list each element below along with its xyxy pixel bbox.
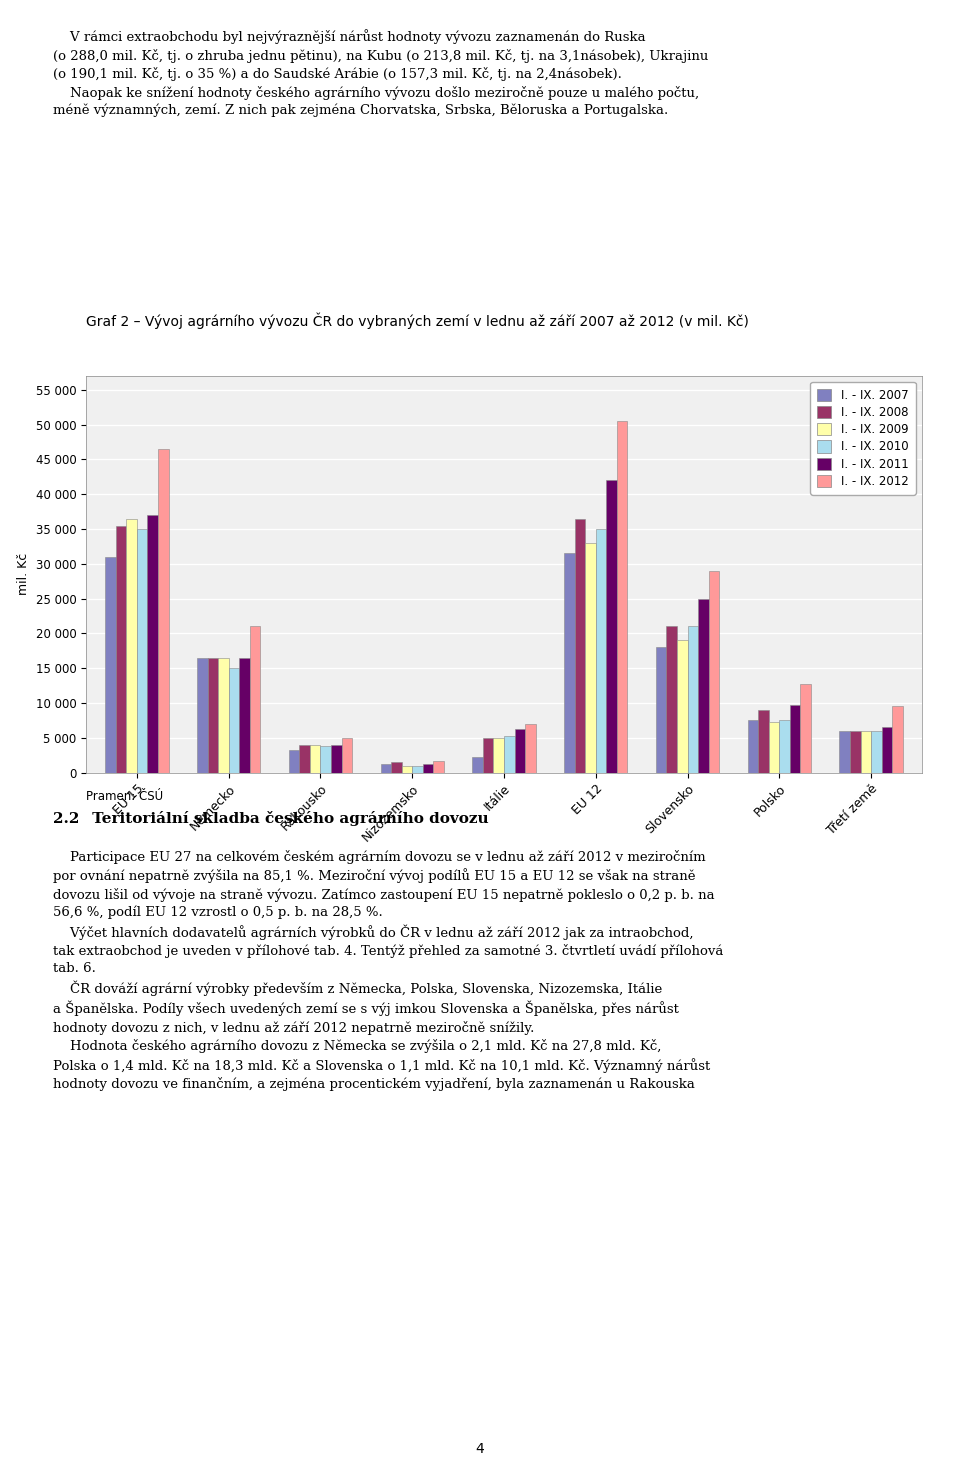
Bar (607, 481, 617, 773)
Bar (342, 737, 352, 773)
Bar (666, 626, 677, 773)
Bar (239, 657, 250, 773)
Bar (708, 571, 719, 773)
Text: 4: 4 (475, 1443, 485, 1456)
Text: Graf 2 – Vývoj agrárního vývozu ČR do vybraných zemí v lednu až září 2007 až 201: Graf 2 – Vývoj agrárního vývozu ČR do vy… (86, 312, 749, 329)
Bar (218, 657, 228, 773)
Legend: I. - IX. 2007, I. - IX. 2008, I. - IX. 2009, I. - IX. 2010, I. - IX. 2011, I. - : I. - IX. 2007, I. - IX. 2008, I. - IX. 2… (810, 382, 916, 494)
Bar (687, 626, 698, 773)
Text: V rámci extraobchodu byl nejvýraznější nárůst hodnoty vývozu zaznamenán do Ruska: V rámci extraobchodu byl nejvýraznější n… (53, 30, 708, 117)
Bar (331, 744, 342, 773)
Bar (586, 543, 596, 773)
Bar (860, 731, 871, 773)
Bar (106, 556, 116, 773)
Bar (483, 737, 493, 773)
Bar (472, 756, 483, 773)
Bar (433, 761, 444, 773)
Bar (300, 744, 310, 773)
Bar (892, 706, 902, 773)
Bar (321, 746, 331, 773)
Bar (391, 762, 401, 773)
Bar (207, 657, 218, 773)
Y-axis label: mil. Kč: mil. Kč (17, 554, 31, 595)
Bar (380, 764, 391, 773)
Bar (698, 598, 708, 773)
Bar (769, 722, 780, 773)
Bar (758, 710, 769, 773)
Bar (780, 721, 790, 773)
Bar (596, 528, 607, 773)
Bar (564, 554, 575, 773)
Bar (310, 744, 321, 773)
Bar (575, 518, 586, 773)
Bar (137, 528, 148, 773)
Bar (504, 737, 515, 773)
Bar (197, 657, 207, 773)
Bar (525, 724, 536, 773)
Text: Participace EU 27 na celkovém českém agrárním dovozu se v lednu až září 2012 v m: Participace EU 27 na celkovém českém agr… (53, 850, 723, 1091)
Bar (250, 626, 260, 773)
Bar (148, 515, 158, 773)
Bar (158, 448, 169, 773)
Bar (617, 422, 628, 773)
Bar (493, 737, 504, 773)
Bar (116, 525, 127, 773)
Bar (228, 667, 239, 773)
Bar (127, 518, 137, 773)
Bar (515, 730, 525, 773)
Bar (839, 731, 850, 773)
Bar (871, 731, 881, 773)
Bar (881, 727, 892, 773)
Bar (801, 684, 811, 773)
Bar (850, 731, 860, 773)
Bar (656, 647, 666, 773)
Bar (412, 765, 422, 773)
Text: 2.2  Teritoriální skladba českého agrárního dovozu: 2.2 Teritoriální skladba českého agrární… (53, 811, 489, 826)
Bar (790, 704, 801, 773)
Bar (401, 765, 412, 773)
Bar (422, 764, 433, 773)
Bar (677, 641, 687, 773)
Bar (289, 750, 300, 773)
Bar (748, 721, 758, 773)
Text: Pramen: ČSÚ: Pramen: ČSÚ (86, 790, 163, 804)
